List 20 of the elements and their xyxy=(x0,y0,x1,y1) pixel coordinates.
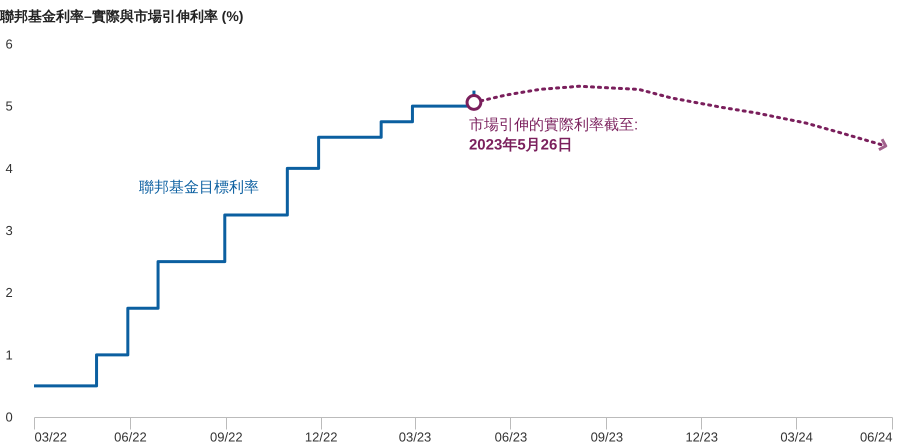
x-tick-label: 06/23 xyxy=(494,430,528,444)
x-tick-label: 03/22 xyxy=(34,430,68,444)
y-tick-label: 5 xyxy=(6,98,13,114)
x-tick-label: 06/24 xyxy=(860,430,892,444)
y-tick-label: 3 xyxy=(6,223,13,238)
y-tick-label: 2 xyxy=(6,285,13,300)
y-tick-label: 0 xyxy=(6,410,13,424)
chart-title: 聯邦基金利率–實際與市場引伸利率 (%) xyxy=(0,8,244,24)
x-tick-label: 09/22 xyxy=(210,430,243,444)
x-tick-label: 12/23 xyxy=(685,430,718,444)
y-tick-label: 6 xyxy=(6,36,13,52)
x-tick-label: 06/22 xyxy=(114,430,147,444)
x-tick-label: 03/24 xyxy=(780,430,813,444)
y-tick-label: 4 xyxy=(6,160,13,176)
x-tick-label: 12/22 xyxy=(304,430,338,444)
annotation: 市場引伸的實際利率截至: 2023年5月26日 xyxy=(468,116,638,154)
y-tick-label: 1 xyxy=(6,347,13,362)
x-tick-label: 09/23 xyxy=(590,430,624,444)
x-tick-label: 03/23 xyxy=(398,430,432,444)
series-label: 聯邦基金目標利率 xyxy=(139,179,259,196)
